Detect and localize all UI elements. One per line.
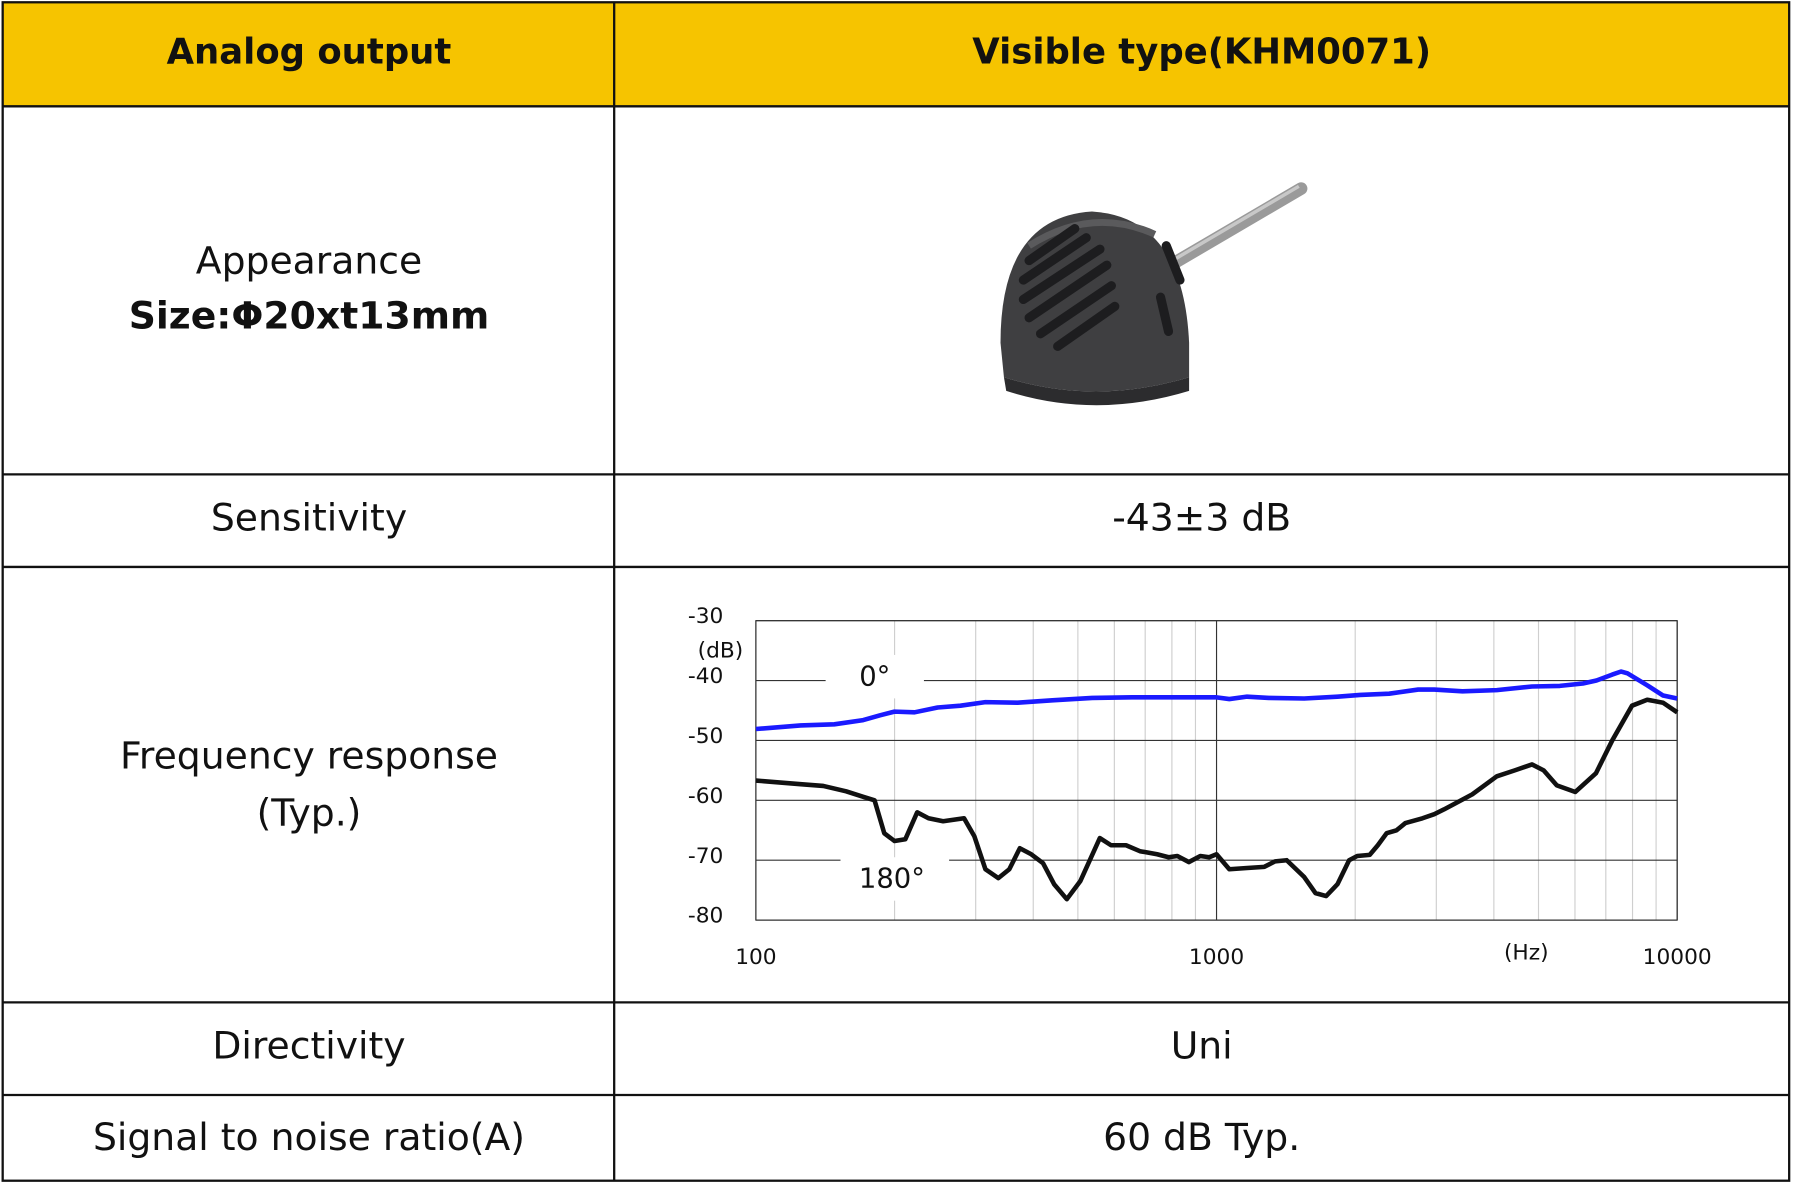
series-label: 0° — [859, 661, 890, 692]
row-label: Signal to noise ratio(A) — [93, 1115, 525, 1159]
spec-table: Analog output Visible type(KHM0071) Appe… — [0, 0, 1793, 1183]
product-photo — [1001, 186, 1302, 405]
y-tick-label: -80 — [688, 904, 723, 929]
frequency-chart: (dB) (Hz) -30 -40 -50 -60 -70 -80 100 1000 10000… — [688, 604, 1712, 970]
row-value: Uni — [1171, 1024, 1233, 1068]
header-label: Analog output — [167, 32, 452, 73]
x-tick-label: 1000 — [1189, 945, 1244, 970]
x-axis-label: (Hz) — [1504, 940, 1549, 965]
y-axis-label: (dB) — [698, 639, 744, 664]
row-label: Appearance — [196, 238, 422, 282]
y-tick-label: -50 — [688, 724, 723, 749]
page: Analog output Visible type(KHM0071) Appe… — [0, 0, 1793, 1183]
series-label: 180° — [859, 864, 925, 895]
y-tick-label: -60 — [688, 784, 723, 809]
row-sublabel: (Typ.) — [257, 790, 362, 834]
row-value: 60 dB Typ. — [1103, 1115, 1300, 1159]
row-label: Frequency response — [120, 733, 498, 777]
y-tick-label: -40 — [688, 664, 723, 689]
y-tick-label: -30 — [688, 604, 723, 629]
x-tick-label: 100 — [735, 945, 776, 970]
table-grid — [3, 2, 1790, 1180]
row-label: Sensitivity — [211, 496, 407, 540]
row-value: -43±3 dB — [1112, 496, 1291, 540]
row-label: Directivity — [212, 1024, 405, 1068]
y-tick-label: -70 — [688, 844, 723, 869]
x-tick-label: 10000 — [1643, 945, 1712, 970]
row-sublabel: Size:Φ20xt13mm — [129, 293, 490, 337]
header-value: Visible type(KHM0071) — [972, 32, 1431, 73]
